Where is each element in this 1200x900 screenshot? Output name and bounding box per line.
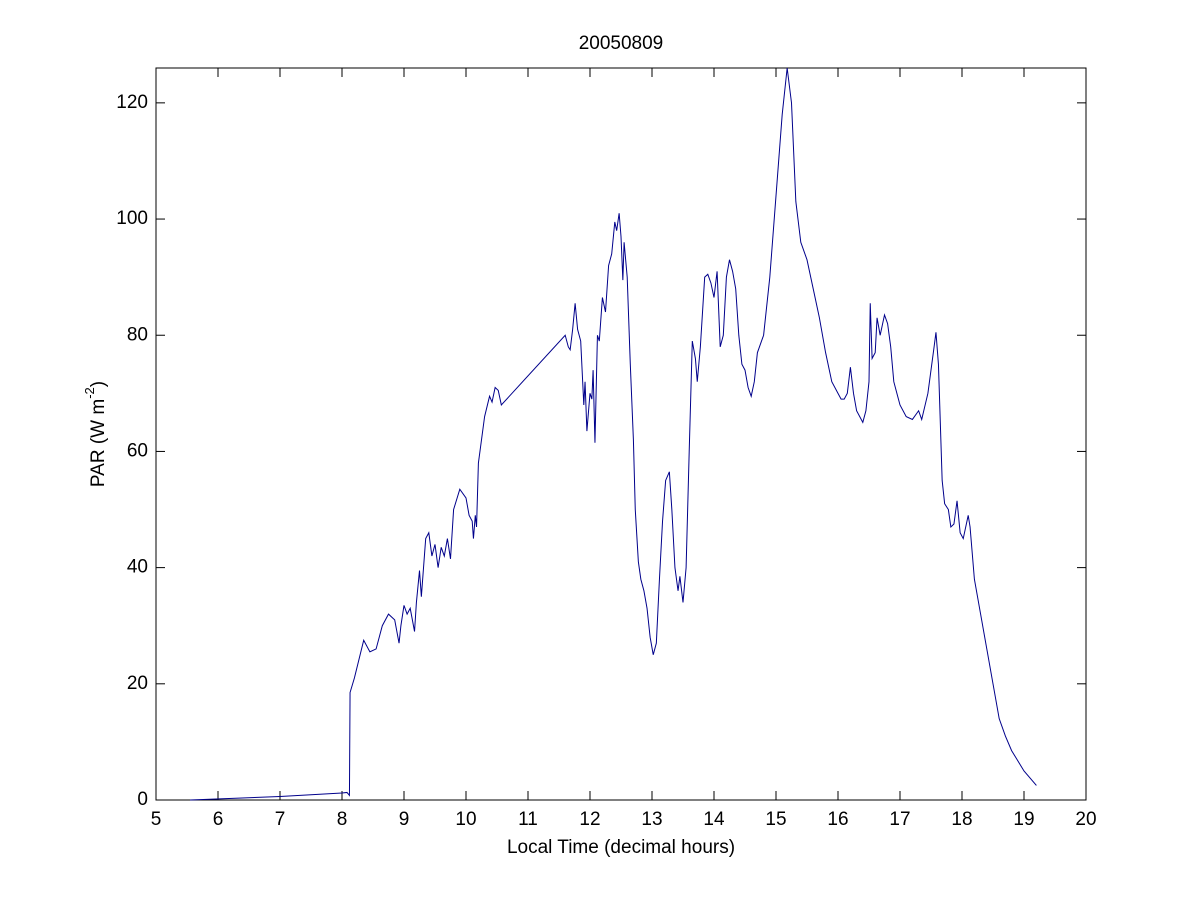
y-axis-label-text: PAR (W m — [88, 399, 109, 487]
y-axis-label: PAR (W m-2) — [82, 381, 109, 487]
x-tick-label: 6 — [213, 809, 224, 830]
chart-title: 20050809 — [579, 33, 664, 54]
x-tick-label: 13 — [641, 809, 662, 830]
y-tick-label: 20 — [127, 673, 148, 694]
x-tick-label: 18 — [951, 809, 972, 830]
x-tick-label: 12 — [579, 809, 600, 830]
line-series — [190, 67, 1037, 801]
x-tick-label: 5 — [151, 809, 162, 830]
x-tick-label: 9 — [399, 809, 410, 830]
y-tick-label: 40 — [127, 557, 148, 578]
y-tick-label: 0 — [137, 789, 148, 810]
x-tick-label: 7 — [275, 809, 286, 830]
x-axis-label: Local Time (decimal hours) — [507, 837, 735, 858]
x-tick-label: 15 — [765, 809, 786, 830]
y-tick-label: 100 — [116, 208, 148, 229]
plot-area — [155, 67, 1087, 801]
x-tick-label: 19 — [1013, 809, 1034, 830]
x-tick-label: 14 — [703, 809, 725, 830]
y-tick-label: 120 — [116, 92, 148, 113]
y-tick-label: 60 — [127, 440, 148, 461]
x-tick-label: 20 — [1075, 809, 1096, 830]
y-tick-label: 80 — [127, 324, 148, 345]
x-tick-label: 16 — [827, 809, 848, 830]
x-tick-label: 11 — [518, 809, 538, 830]
x-tick-label: 8 — [337, 809, 348, 830]
x-tick-label: 10 — [455, 809, 476, 830]
y-axis-label-suffix: ) — [88, 381, 109, 387]
x-tick-label: 17 — [889, 809, 910, 830]
y-axis-label-superscript: -2 — [82, 387, 97, 399]
